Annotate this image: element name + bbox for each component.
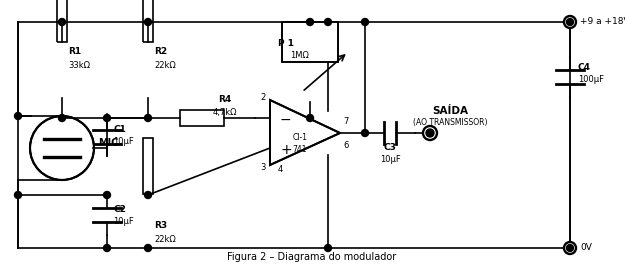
Text: −: − [280, 113, 292, 127]
Bar [282, 22, 338, 62]
Circle shape [14, 192, 21, 198]
Circle shape [144, 114, 151, 122]
Text: C1: C1 [113, 126, 126, 135]
Text: (AO TRANSMISSOR): (AO TRANSMISSOR) [412, 118, 488, 127]
Text: 1MΩ: 1MΩ [291, 52, 309, 60]
Text: 4: 4 [278, 164, 283, 173]
Bar [282, 22, 338, 62]
Circle shape [104, 192, 111, 198]
Text: R3: R3 [154, 221, 167, 230]
Bar [57, 0, 67, 42]
Circle shape [361, 130, 369, 136]
Text: 741: 741 [292, 144, 308, 153]
Text: SAÍDA: SAÍDA [432, 106, 468, 116]
Text: R1: R1 [68, 48, 81, 56]
Text: +: + [280, 143, 292, 157]
Circle shape [104, 244, 111, 251]
Text: 33kΩ: 33kΩ [68, 61, 90, 70]
Text: 10μF: 10μF [113, 138, 134, 147]
Text: 10μF: 10μF [113, 217, 134, 226]
Circle shape [104, 114, 111, 122]
Text: P 1: P 1 [278, 39, 294, 48]
Circle shape [144, 192, 151, 198]
Text: 100μF: 100μF [578, 74, 604, 84]
Text: R2: R2 [154, 48, 167, 56]
Text: CI-1: CI-1 [292, 134, 308, 143]
Circle shape [59, 19, 66, 26]
Circle shape [423, 126, 437, 140]
Bar [143, 138, 153, 193]
Text: MIC: MIC [98, 138, 118, 148]
Circle shape [59, 114, 66, 122]
Circle shape [564, 242, 576, 254]
Circle shape [306, 114, 314, 122]
Circle shape [144, 19, 151, 26]
Text: 10μF: 10μF [379, 155, 401, 164]
Circle shape [566, 19, 574, 26]
Circle shape [144, 244, 151, 251]
Circle shape [30, 116, 94, 180]
Bar [282, 22, 338, 62]
Text: 22kΩ: 22kΩ [154, 235, 176, 243]
Text: 7: 7 [343, 117, 348, 126]
Text: C4: C4 [578, 63, 591, 72]
Text: 0V: 0V [580, 243, 592, 252]
Circle shape [566, 244, 574, 251]
Bar [143, 0, 153, 42]
Circle shape [564, 16, 576, 28]
Circle shape [14, 113, 21, 119]
Text: R4: R4 [218, 95, 232, 105]
Text: 2: 2 [261, 93, 266, 102]
Text: 3: 3 [261, 164, 266, 172]
Text: +9 a +18V: +9 a +18V [580, 18, 625, 27]
Circle shape [361, 19, 369, 26]
Circle shape [306, 19, 314, 26]
Circle shape [324, 244, 331, 251]
Text: C2: C2 [113, 205, 126, 214]
Circle shape [426, 129, 434, 137]
Text: C3: C3 [384, 143, 396, 152]
Polygon shape [270, 100, 340, 165]
Text: 22kΩ: 22kΩ [154, 61, 176, 70]
Text: 4,7kΩ: 4,7kΩ [213, 107, 238, 117]
Bar [179, 110, 224, 126]
Text: Figura 2 – Diagrama do modulador: Figura 2 – Diagrama do modulador [228, 252, 397, 262]
Text: 6: 6 [343, 140, 348, 149]
Circle shape [324, 19, 331, 26]
